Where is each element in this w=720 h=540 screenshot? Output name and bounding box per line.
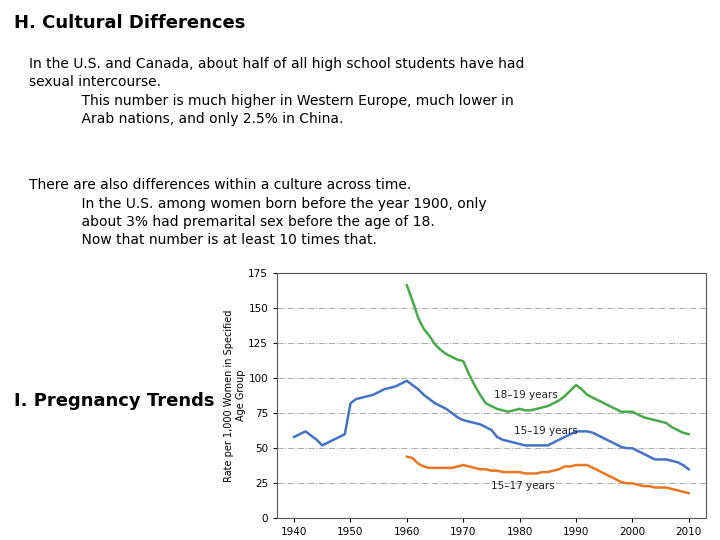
Text: H. Cultural Differences: H. Cultural Differences: [14, 14, 246, 31]
Text: 15–19 years: 15–19 years: [514, 427, 577, 436]
Text: 15–17 years: 15–17 years: [491, 481, 555, 491]
Text: 18–19 years: 18–19 years: [494, 390, 558, 400]
Text: In the U.S. and Canada, about half of all high school students have had
sexual i: In the U.S. and Canada, about half of al…: [29, 57, 524, 126]
Text: There are also differences within a culture across time.
            In the U.S.: There are also differences within a cult…: [29, 178, 487, 247]
Y-axis label: Rate per 1,000 Women in Specified
Age Group: Rate per 1,000 Women in Specified Age Gr…: [224, 309, 246, 482]
Text: I. Pregnancy Trends: I. Pregnancy Trends: [14, 392, 215, 409]
